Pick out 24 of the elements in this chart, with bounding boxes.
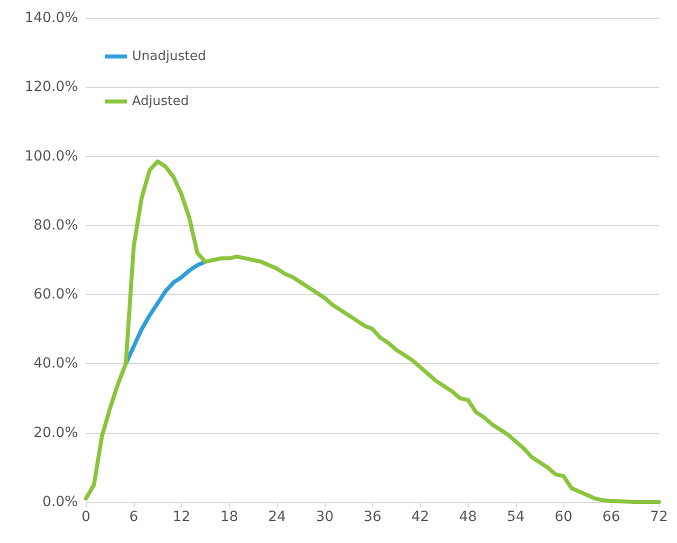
x-tick-label: 42 — [411, 509, 430, 525]
line-series — [84, 159, 661, 504]
y-tick-label: 0.0% — [42, 494, 78, 510]
x-tick-label: 66 — [602, 509, 620, 525]
x-tick-label: 60 — [554, 509, 572, 525]
x-tick-label: 72 — [650, 509, 668, 525]
x-tick-label: 54 — [506, 509, 525, 525]
x-tick-label: 0 — [82, 509, 90, 525]
x-tick-label: 24 — [268, 509, 286, 525]
y-tick-label: 80.0% — [34, 217, 78, 234]
x-tick-label: 48 — [459, 509, 477, 525]
y-tick-label: 120.0% — [24, 79, 78, 96]
x-tick-label: 12 — [172, 509, 190, 525]
y-tick-label: 40.0% — [34, 356, 78, 372]
y-tick-label: 20.0% — [34, 424, 78, 441]
y-tick-label: 60.0% — [34, 286, 78, 303]
x-tick-label: 30 — [316, 509, 334, 525]
y-tick-label: 140.0% — [24, 10, 78, 26]
y-tick-label: 100.0% — [24, 148, 78, 164]
x-tick-label: 6 — [129, 509, 138, 525]
x-tick-label: 18 — [220, 509, 238, 525]
legend-label: Adjusted — [132, 94, 189, 109]
legend-label: Unadjusted — [132, 49, 206, 64]
x-tick-label: 36 — [364, 509, 382, 525]
